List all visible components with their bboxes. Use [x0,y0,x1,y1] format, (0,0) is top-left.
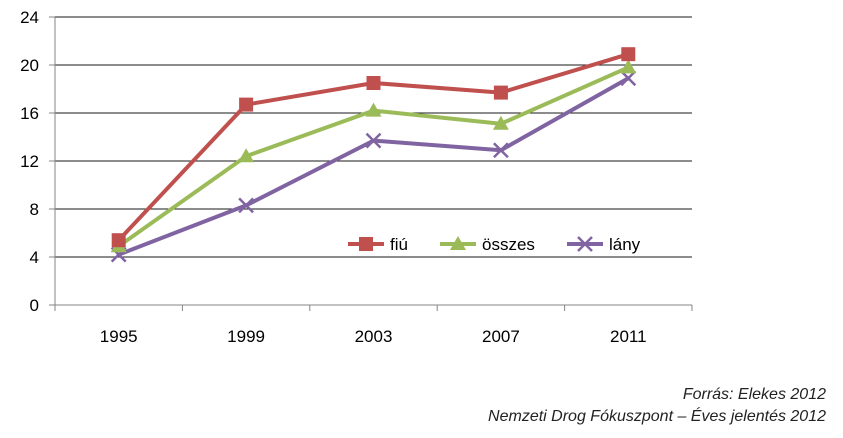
data-point [239,97,254,112]
series-0 [111,47,636,248]
y-tick-label: 8 [30,200,39,219]
y-tick-label: 0 [30,296,39,315]
source-report: Nemzeti Drog Fókuszpont – Éves jelentés … [488,408,826,425]
data-point [620,59,637,74]
x-tick-label: 2007 [482,327,520,346]
data-point [621,47,636,62]
axes: 0 4 8 12 16 20 24 1995 1999 2003 2007 2011 [20,8,693,346]
y-tick-label: 12 [20,152,39,171]
legend-item: lány [567,235,641,254]
x-tick-label: 2011 [610,327,647,346]
legend-label: lány [609,235,641,254]
data-point [365,132,382,149]
legend-item: összes [440,235,535,254]
x-marker-stroke [620,70,637,87]
series-lines [110,47,637,263]
legend-label: összes [482,235,535,254]
data-point [238,148,255,163]
x-tick-label: 1995 [100,327,138,346]
data-point [492,115,509,130]
data-point [493,142,509,159]
y-tick-label: 20 [20,56,39,75]
series-2 [110,70,637,263]
data-point [238,197,254,214]
x-tick-label: 2003 [355,327,393,346]
gridlines [55,16,692,306]
x-marker-stroke [238,197,254,214]
data-point [620,70,637,87]
legend: fiú összes lány [348,235,641,254]
series-1 [110,59,637,253]
data-point [366,76,381,90]
legend-marker [450,236,466,250]
source-citation: Forrás: Elekes 2012 [682,386,826,403]
data-point [365,102,382,117]
y-tick-label: 16 [20,104,39,123]
legend-label: fiú [390,235,408,254]
legend-marker [359,237,373,251]
x-marker-stroke [493,142,509,159]
x-tick-label: 1999 [227,327,265,346]
x-marker-stroke [577,236,593,252]
legend-item: fiú [348,235,408,254]
y-tick-label: 24 [20,8,39,27]
legend-marker [577,236,593,252]
data-point [111,233,126,248]
y-tick-label: 4 [30,248,39,267]
x-marker-stroke [365,132,382,149]
data-point [493,85,508,100]
